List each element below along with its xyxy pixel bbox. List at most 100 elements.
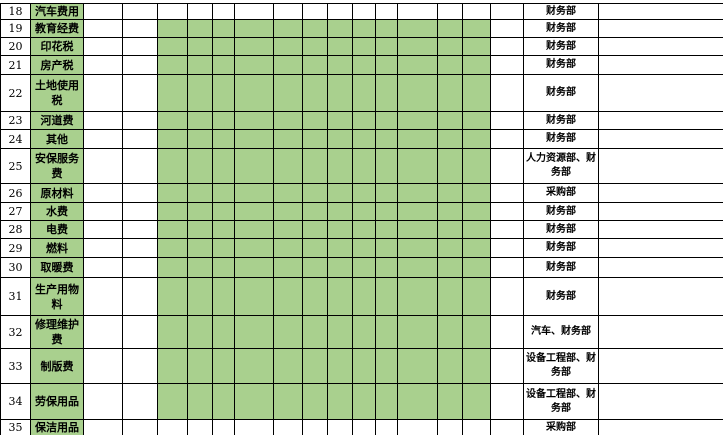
grid-cell[interactable] [157,37,188,56]
grid-cell[interactable] [122,183,158,203]
grid-cell[interactable] [212,74,235,112]
grid-cell[interactable] [490,202,524,221]
grid-cell[interactable] [437,3,463,20]
grid-cell[interactable] [302,220,328,239]
grid-cell[interactable] [352,220,376,239]
grid-cell[interactable] [273,383,303,420]
grid-cell[interactable] [234,220,274,239]
remarks-cell[interactable] [598,238,723,258]
grid-cell[interactable] [490,238,524,258]
grid-cell[interactable] [437,315,463,349]
grid-cell[interactable] [212,220,235,239]
grid-cell[interactable] [375,37,398,56]
grid-cell[interactable] [352,74,376,112]
grid-cell[interactable] [122,348,158,384]
grid-cell[interactable] [187,55,213,75]
remarks-cell[interactable] [598,315,723,349]
grid-cell[interactable] [83,257,123,278]
grid-cell[interactable] [273,257,303,278]
grid-cell[interactable] [273,148,303,184]
grid-cell[interactable] [157,257,188,278]
grid-cell[interactable] [234,348,274,384]
grid-cell[interactable] [273,3,303,20]
grid-cell[interactable] [327,348,353,384]
grid-cell[interactable] [157,220,188,239]
grid-cell[interactable] [397,183,438,203]
grid-cell[interactable] [375,3,398,20]
grid-cell[interactable] [122,148,158,184]
grid-cell[interactable] [327,220,353,239]
grid-cell[interactable] [397,129,438,149]
expense-name-cell[interactable]: 其他 [30,129,84,149]
grid-cell[interactable] [397,257,438,278]
grid-cell[interactable] [437,19,463,38]
grid-cell[interactable] [302,348,328,384]
grid-cell[interactable] [462,220,491,239]
grid-cell[interactable] [302,257,328,278]
grid-cell[interactable] [302,55,328,75]
row-number-cell[interactable]: 31 [0,277,31,316]
grid-cell[interactable] [122,383,158,420]
remarks-cell[interactable] [598,148,723,184]
grid-cell[interactable] [352,3,376,20]
grid-cell[interactable] [462,111,491,130]
grid-cell[interactable] [490,74,524,112]
grid-cell[interactable] [212,148,235,184]
grid-cell[interactable] [302,238,328,258]
grid-cell[interactable] [375,129,398,149]
grid-cell[interactable] [234,111,274,130]
grid-cell[interactable] [122,129,158,149]
grid-cell[interactable] [157,277,188,316]
grid-cell[interactable] [375,315,398,349]
grid-cell[interactable] [122,315,158,349]
department-cell[interactable]: 财务部 [523,37,599,56]
grid-cell[interactable] [327,277,353,316]
grid-cell[interactable] [462,3,491,20]
grid-cell[interactable] [187,348,213,384]
remarks-cell[interactable] [598,257,723,278]
grid-cell[interactable] [352,315,376,349]
grid-cell[interactable] [234,74,274,112]
grid-cell[interactable] [490,183,524,203]
department-cell[interactable]: 汽车、财务部 [523,315,599,349]
department-cell[interactable]: 财务部 [523,3,599,20]
grid-cell[interactable] [273,419,303,435]
expense-name-cell[interactable]: 劳保用品 [30,383,84,420]
grid-cell[interactable] [352,148,376,184]
grid-cell[interactable] [375,419,398,435]
grid-cell[interactable] [327,148,353,184]
grid-cell[interactable] [437,74,463,112]
department-cell[interactable]: 财务部 [523,238,599,258]
grid-cell[interactable] [234,419,274,435]
row-number-cell[interactable]: 26 [0,183,31,203]
grid-cell[interactable] [397,111,438,130]
grid-cell[interactable] [352,111,376,130]
grid-cell[interactable] [462,257,491,278]
row-number-cell[interactable]: 23 [0,111,31,130]
grid-cell[interactable] [437,419,463,435]
grid-cell[interactable] [437,111,463,130]
grid-cell[interactable] [187,3,213,20]
grid-cell[interactable] [212,348,235,384]
grid-cell[interactable] [122,74,158,112]
grid-cell[interactable] [234,129,274,149]
grid-cell[interactable] [490,55,524,75]
grid-cell[interactable] [212,238,235,258]
expense-name-cell[interactable]: 电费 [30,220,84,239]
grid-cell[interactable] [83,183,123,203]
grid-cell[interactable] [122,257,158,278]
expense-name-cell[interactable]: 生产用物料 [30,277,84,316]
row-number-cell[interactable]: 32 [0,315,31,349]
grid-cell[interactable] [327,183,353,203]
grid-cell[interactable] [122,220,158,239]
grid-cell[interactable] [234,37,274,56]
grid-cell[interactable] [397,238,438,258]
department-cell[interactable]: 设备工程部、财务部 [523,383,599,420]
row-number-cell[interactable]: 18 [0,3,31,20]
grid-cell[interactable] [273,37,303,56]
remarks-cell[interactable] [598,19,723,38]
expense-name-cell[interactable]: 水费 [30,202,84,221]
grid-cell[interactable] [302,383,328,420]
grid-cell[interactable] [352,348,376,384]
grid-cell[interactable] [462,238,491,258]
